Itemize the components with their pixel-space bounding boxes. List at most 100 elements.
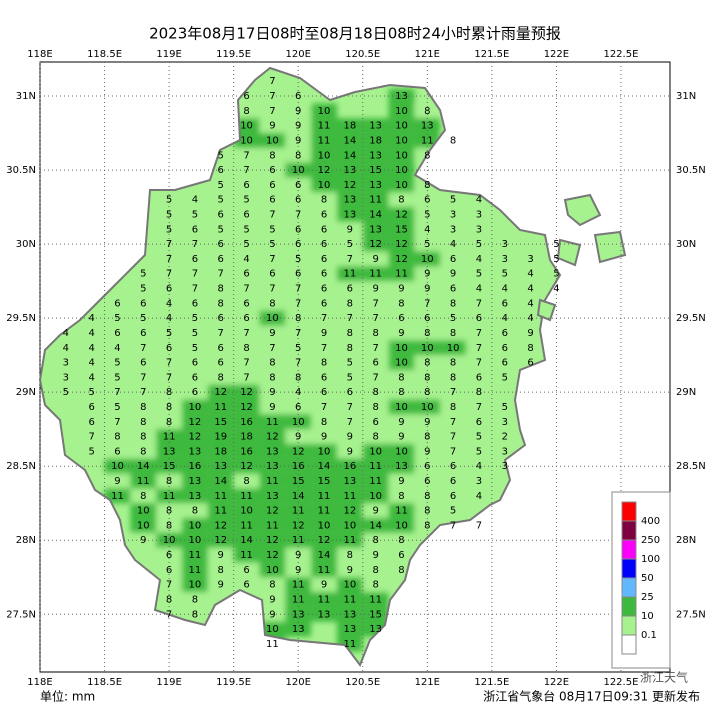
station-value: 8 bbox=[166, 402, 172, 413]
station-value: 5 bbox=[63, 387, 69, 398]
rain-cell bbox=[311, 177, 337, 193]
rain-cell bbox=[182, 295, 208, 311]
station-value: 6 bbox=[166, 343, 172, 354]
rain-cell bbox=[259, 547, 286, 563]
rain-cell bbox=[182, 399, 208, 415]
station-value: 5 bbox=[424, 210, 430, 221]
lon-tick-label: 118.5E bbox=[87, 677, 122, 688]
station-value: 6 bbox=[218, 313, 224, 324]
station-value: 6 bbox=[295, 402, 301, 413]
rain-cell bbox=[336, 458, 363, 474]
station-value: 11 bbox=[240, 491, 253, 502]
rain-cell bbox=[233, 162, 260, 178]
station-value: 9 bbox=[218, 550, 224, 561]
station-value: 7 bbox=[218, 269, 224, 280]
station-value: 10 bbox=[395, 343, 408, 354]
station-value: 4 bbox=[88, 343, 94, 354]
rain-cell bbox=[182, 192, 208, 208]
station-value: 4 bbox=[527, 284, 533, 295]
legend-label: 400 bbox=[641, 516, 660, 527]
station-value: 8 bbox=[269, 358, 275, 369]
lon-tick-label: 122E bbox=[544, 49, 569, 60]
station-value: 10 bbox=[292, 417, 305, 428]
station-value: 5 bbox=[450, 313, 456, 324]
station-value: 7 bbox=[269, 106, 275, 117]
station-value: 6 bbox=[269, 165, 275, 176]
station-value: 11 bbox=[318, 565, 331, 576]
station-value: 14 bbox=[318, 550, 331, 561]
rain-cell bbox=[466, 458, 492, 474]
rain-cell bbox=[311, 103, 337, 119]
rain-cell bbox=[259, 325, 286, 341]
station-value: 2 bbox=[502, 432, 508, 443]
station-value: 3 bbox=[502, 254, 508, 265]
station-value: 7 bbox=[347, 254, 353, 265]
station-value: 11 bbox=[163, 432, 176, 443]
lon-tick-label: 121.5E bbox=[474, 677, 509, 688]
rain-cell bbox=[362, 236, 389, 252]
rain-cell bbox=[336, 325, 363, 341]
rain-cell bbox=[362, 399, 389, 415]
rain-cell bbox=[414, 340, 441, 356]
station-value: 8 bbox=[372, 402, 378, 413]
station-value: 7 bbox=[295, 210, 301, 221]
station-value: 6 bbox=[321, 387, 327, 398]
station-value: 10 bbox=[395, 358, 408, 369]
station-value: 6 bbox=[502, 358, 508, 369]
station-value: 10 bbox=[395, 150, 408, 161]
rain-cell bbox=[259, 399, 286, 415]
rain-cell bbox=[130, 458, 157, 474]
lat-tick-label: 30N bbox=[16, 239, 36, 250]
station-value: 8 bbox=[166, 476, 172, 487]
rain-cell bbox=[259, 340, 286, 356]
province-border bbox=[38, 66, 562, 668]
station-value: 5 bbox=[553, 254, 559, 265]
station-value: 7 bbox=[218, 328, 224, 339]
rain-cell bbox=[207, 429, 234, 444]
station-value: 13 bbox=[343, 609, 356, 620]
rain-cell bbox=[362, 592, 389, 607]
station-value: 5 bbox=[295, 343, 301, 354]
rain-cell bbox=[336, 518, 363, 533]
station-value: 10 bbox=[189, 580, 202, 591]
rain-cell bbox=[182, 221, 208, 237]
rain-cell bbox=[130, 532, 157, 548]
rain-cell bbox=[440, 207, 467, 222]
station-value: 8 bbox=[424, 387, 430, 398]
station-value: 19 bbox=[214, 432, 227, 443]
station-value: 6 bbox=[321, 239, 327, 250]
station-value: 4 bbox=[502, 313, 508, 324]
rain-cell bbox=[156, 414, 183, 430]
lon-tick-label: 119.5E bbox=[216, 677, 251, 688]
rain-cell bbox=[207, 177, 234, 193]
station-value: 8 bbox=[295, 372, 301, 383]
station-value: 12 bbox=[189, 417, 202, 428]
station-value: 6 bbox=[424, 313, 430, 324]
rain-cell bbox=[388, 547, 415, 563]
lat-tick-label: 30.5N bbox=[6, 165, 36, 176]
rain-cell bbox=[259, 429, 286, 444]
station-value: 5 bbox=[476, 446, 482, 457]
station-value: 7 bbox=[372, 298, 378, 309]
rain-cell bbox=[285, 147, 312, 163]
station-value: 6 bbox=[450, 254, 456, 265]
station-value: 6 bbox=[502, 328, 508, 339]
station-value: 6 bbox=[295, 239, 301, 250]
station-value: 7 bbox=[347, 313, 353, 324]
rain-cell bbox=[362, 532, 389, 548]
rain-cell bbox=[207, 503, 234, 519]
station-value: 12 bbox=[240, 387, 253, 398]
rain-cell bbox=[259, 281, 286, 296]
lon-tick-label: 119E bbox=[156, 677, 181, 688]
rain-cell bbox=[336, 162, 363, 178]
station-value: 10 bbox=[395, 106, 408, 117]
station-value: 6 bbox=[192, 254, 198, 265]
station-value: 7 bbox=[347, 417, 353, 428]
rain-cell bbox=[336, 592, 363, 607]
station-value: 9 bbox=[218, 580, 224, 591]
rain-cell bbox=[52, 369, 79, 385]
station-value: 12 bbox=[189, 432, 202, 443]
rain-cell bbox=[233, 103, 260, 119]
station-value: 9 bbox=[321, 328, 327, 339]
rain-cell bbox=[362, 295, 389, 311]
